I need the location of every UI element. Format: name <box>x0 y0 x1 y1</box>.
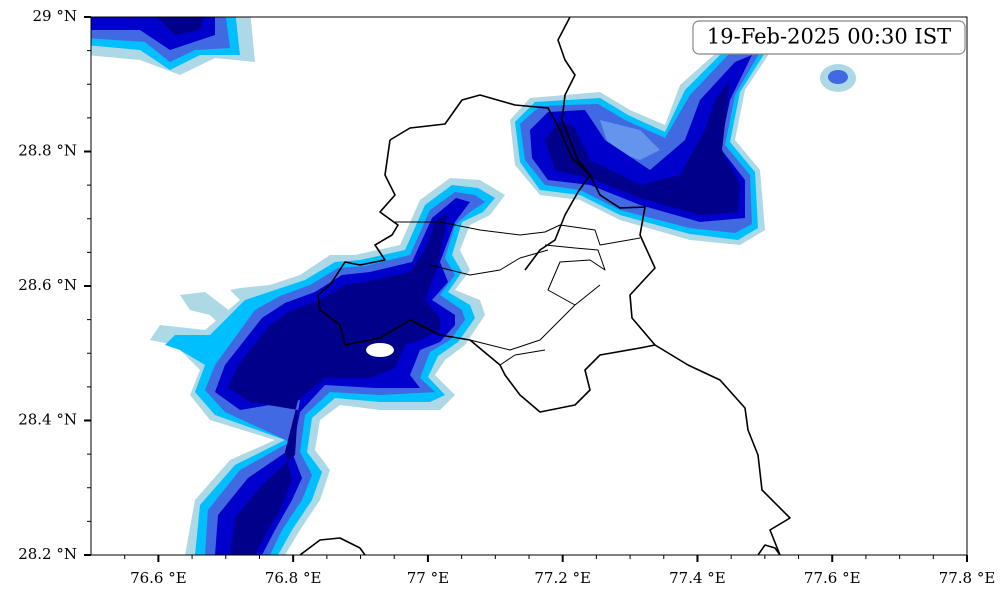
y-tick-label: 28.8 °N <box>18 142 77 160</box>
y-tick-label: 28.6 °N <box>18 276 77 294</box>
timestamp: 19-Feb-2025 00:30 IST <box>707 25 951 49</box>
x-tick-label: 77.8 °E <box>939 569 996 587</box>
x-tick-label: 77.4 °E <box>669 569 726 587</box>
x-tick-label: 77 °E <box>407 569 449 587</box>
state-boundary <box>557 17 791 555</box>
rain-gap <box>366 343 394 357</box>
axes: 76.6 °E 76.8 °E 77 °E 77.2 °E 77.4 °E 77.6 °E… <box>18 7 995 587</box>
y-tick-label: 28.4 °N <box>18 411 77 429</box>
y-tick-label: 29 °N <box>33 7 77 25</box>
rain-contour <box>228 212 448 555</box>
y-tick-label: 28.2 °N <box>18 545 77 563</box>
rain-field <box>91 17 856 555</box>
x-tick-label: 77.2 °E <box>534 569 591 587</box>
state-boundary <box>389 94 591 271</box>
rain-contour <box>157 17 204 35</box>
x-tick-label: 76.6 °E <box>130 569 187 587</box>
rain-contour <box>545 80 740 215</box>
district-boundary <box>395 221 641 366</box>
timestamp-box <box>692 20 966 55</box>
state-boundary <box>757 544 781 555</box>
x-tick-label: 77.6 °E <box>804 569 861 587</box>
state-boundary <box>317 139 656 413</box>
state-boundary <box>299 537 366 555</box>
rain-contour <box>828 70 848 84</box>
x-tick-label: 76.8 °E <box>265 569 322 587</box>
